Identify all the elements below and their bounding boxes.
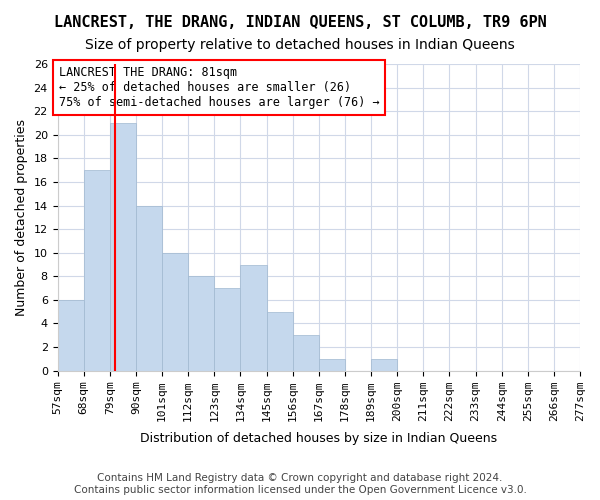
Bar — [371, 359, 397, 370]
Bar — [188, 276, 214, 370]
Text: LANCREST THE DRANG: 81sqm
← 25% of detached houses are smaller (26)
75% of semi-: LANCREST THE DRANG: 81sqm ← 25% of detac… — [59, 66, 379, 110]
Bar — [162, 252, 188, 370]
Bar — [83, 170, 110, 370]
Bar — [293, 336, 319, 370]
Text: LANCREST, THE DRANG, INDIAN QUEENS, ST COLUMB, TR9 6PN: LANCREST, THE DRANG, INDIAN QUEENS, ST C… — [53, 15, 547, 30]
X-axis label: Distribution of detached houses by size in Indian Queens: Distribution of detached houses by size … — [140, 432, 497, 445]
Bar — [319, 359, 345, 370]
Bar — [110, 123, 136, 370]
Bar — [241, 264, 266, 370]
Bar — [214, 288, 241, 370]
Bar — [136, 206, 162, 370]
Text: Contains HM Land Registry data © Crown copyright and database right 2024.
Contai: Contains HM Land Registry data © Crown c… — [74, 474, 526, 495]
Bar — [266, 312, 293, 370]
Text: Size of property relative to detached houses in Indian Queens: Size of property relative to detached ho… — [85, 38, 515, 52]
Y-axis label: Number of detached properties: Number of detached properties — [15, 119, 28, 316]
Bar — [58, 300, 83, 370]
